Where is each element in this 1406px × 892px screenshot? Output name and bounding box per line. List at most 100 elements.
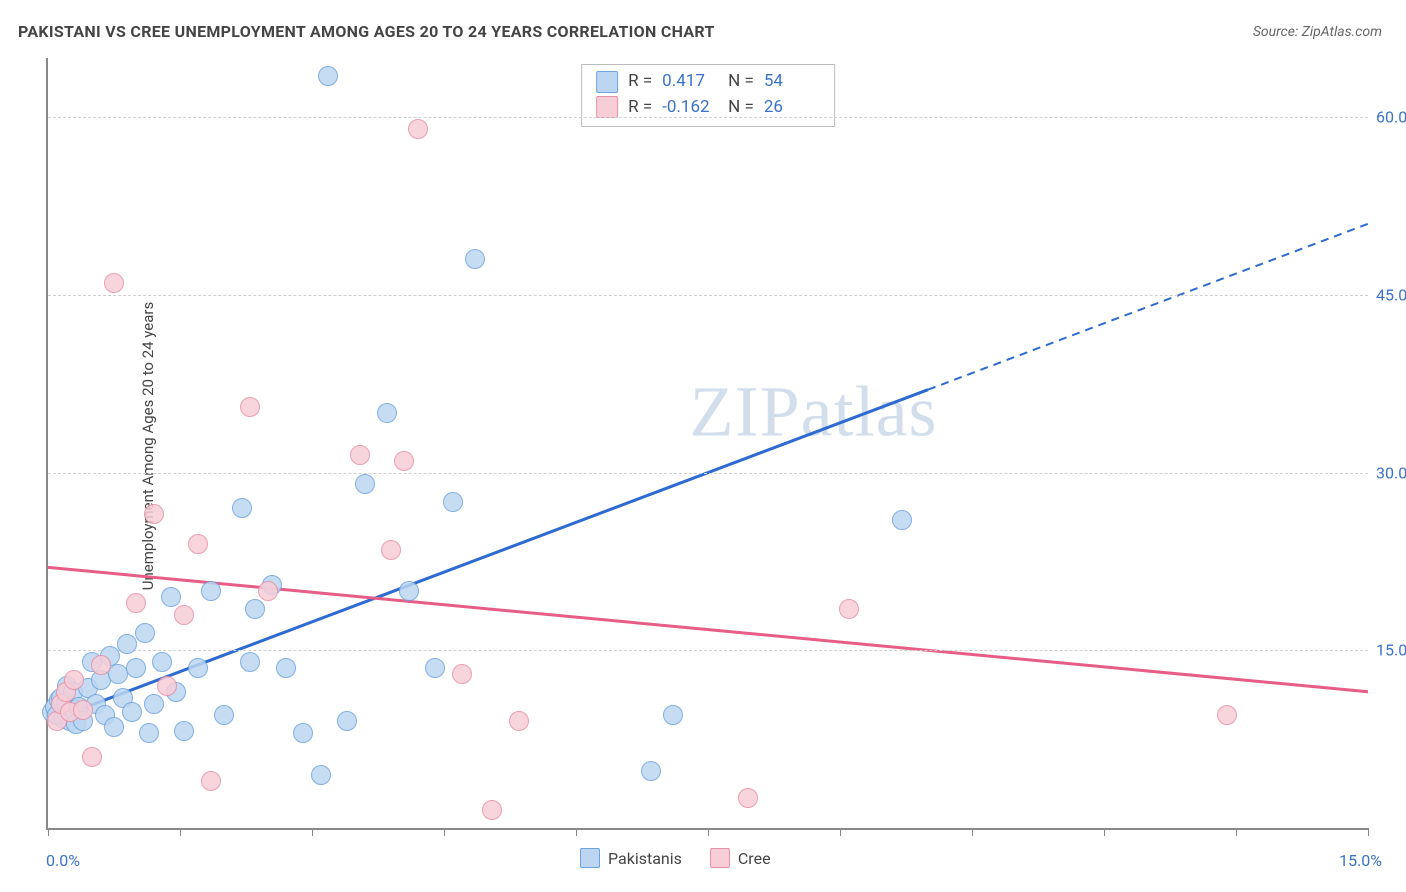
- scatter-point: [139, 723, 159, 743]
- legend-swatch: [580, 848, 600, 868]
- n-value: 54: [764, 69, 820, 95]
- scatter-point: [245, 599, 265, 619]
- scatter-point: [174, 605, 194, 625]
- x-tick-mark: [576, 828, 577, 836]
- scatter-point: [117, 634, 137, 654]
- scatter-point: [311, 765, 331, 785]
- scatter-point: [152, 652, 172, 672]
- legend-swatch: [596, 71, 618, 93]
- scatter-point: [126, 658, 146, 678]
- scatter-point: [73, 700, 93, 720]
- scatter-point: [509, 711, 529, 731]
- scatter-point: [408, 119, 428, 139]
- scatter-point: [161, 587, 181, 607]
- x-tick-mark: [48, 828, 49, 836]
- y-tick-label: 30.0%: [1376, 463, 1406, 482]
- scatter-point: [126, 593, 146, 613]
- series-name: Pakistanis: [608, 849, 682, 868]
- scatter-point: [425, 658, 445, 678]
- r-value: 0.417: [662, 69, 718, 95]
- scatter-point: [394, 451, 414, 471]
- series-legend-item: Pakistanis: [580, 848, 682, 868]
- scatter-point: [377, 403, 397, 423]
- legend-swatch: [710, 848, 730, 868]
- scatter-point: [1217, 705, 1237, 725]
- source-attribution: Source: ZipAtlas.com: [1253, 24, 1382, 40]
- scatter-point: [293, 723, 313, 743]
- scatter-point: [214, 705, 234, 725]
- x-tick-mark: [312, 828, 313, 836]
- y-tick-label: 45.0%: [1376, 285, 1406, 304]
- scatter-point: [232, 498, 252, 518]
- x-tick-mark: [1368, 828, 1369, 836]
- scatter-point: [337, 711, 357, 731]
- x-axis-min-label: 0.0%: [46, 851, 80, 870]
- scatter-point: [482, 800, 502, 820]
- scatter-point: [201, 771, 221, 791]
- y-tick-label: 60.0%: [1376, 108, 1406, 127]
- regression-line-dashed: [928, 224, 1368, 390]
- scatter-point: [318, 66, 338, 86]
- x-tick-mark: [708, 828, 709, 836]
- r-value: -0.162: [662, 95, 718, 121]
- chart-title: PAKISTANI VS CREE UNEMPLOYMENT AMONG AGE…: [18, 22, 715, 41]
- source-prefix: Source:: [1253, 24, 1302, 40]
- x-tick-mark: [840, 828, 841, 836]
- scatter-point: [82, 747, 102, 767]
- scatter-point: [381, 540, 401, 560]
- x-tick-mark: [1104, 828, 1105, 836]
- scatter-point: [355, 474, 375, 494]
- scatter-point: [144, 694, 164, 714]
- scatter-point: [276, 658, 296, 678]
- gridline-h: [48, 117, 1368, 118]
- gridline-h: [48, 473, 1368, 474]
- scatter-point: [188, 658, 208, 678]
- scatter-point: [240, 652, 260, 672]
- scatter-point: [240, 397, 260, 417]
- scatter-point: [91, 655, 111, 675]
- scatter-point: [350, 445, 370, 465]
- x-tick-mark: [1236, 828, 1237, 836]
- scatter-point: [135, 623, 155, 643]
- series-legend: Pakistanis Cree: [580, 848, 771, 868]
- n-label: N =: [728, 69, 754, 95]
- scatter-point: [188, 534, 208, 554]
- correlation-legend-row: R = -0.162 N = 26: [596, 95, 820, 121]
- scatter-point: [839, 599, 859, 619]
- series-name: Cree: [738, 849, 771, 868]
- r-label: R =: [628, 95, 652, 121]
- n-value: 26: [764, 95, 820, 121]
- x-axis-max-label: 15.0%: [1339, 851, 1382, 870]
- scatter-point: [738, 788, 758, 808]
- scatter-point: [258, 581, 278, 601]
- scatter-point: [174, 721, 194, 741]
- scatter-point: [443, 492, 463, 512]
- scatter-point: [201, 581, 221, 601]
- scatter-point: [641, 761, 661, 781]
- scatter-point: [452, 664, 472, 684]
- gridline-h: [48, 650, 1368, 651]
- regression-line-solid: [48, 390, 928, 722]
- gridline-h: [48, 295, 1368, 296]
- y-tick-label: 15.0%: [1376, 641, 1406, 660]
- scatter-point: [399, 581, 419, 601]
- scatter-point: [64, 670, 84, 690]
- series-legend-item: Cree: [710, 848, 771, 868]
- regression-line-solid: [48, 567, 1368, 691]
- scatter-point: [144, 504, 164, 524]
- scatter-point: [157, 676, 177, 696]
- x-tick-mark: [444, 828, 445, 836]
- scatter-point: [104, 717, 124, 737]
- scatter-point: [465, 249, 485, 269]
- r-label: R =: [628, 69, 652, 95]
- x-tick-mark: [972, 828, 973, 836]
- correlation-legend-row: R = 0.417 N = 54: [596, 69, 820, 95]
- scatter-point: [104, 273, 124, 293]
- n-label: N =: [728, 95, 754, 121]
- plot-area: ZIPatlas R =0.417N =54R =-0.162N =26 15.…: [46, 58, 1368, 830]
- scatter-point: [122, 702, 142, 722]
- x-tick-mark: [180, 828, 181, 836]
- scatter-point: [663, 705, 683, 725]
- legend-swatch: [596, 96, 618, 118]
- source-name: ZipAtlas.com: [1302, 24, 1382, 40]
